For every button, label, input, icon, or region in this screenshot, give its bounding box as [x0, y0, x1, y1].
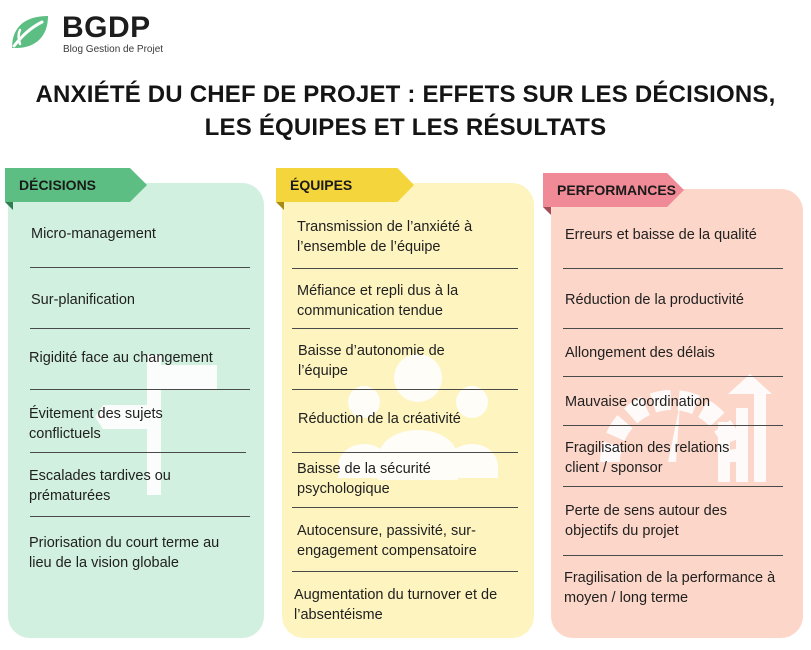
title-line-1: ANXIÉTÉ DU CHEF DE PROJET : EFFETS SUR L…: [35, 81, 776, 108]
performances-item-2: Réduction de la productivité: [565, 292, 744, 308]
title-line-2: LES ÉQUIPES ET LES RÉSULTATS: [204, 114, 607, 141]
decisions-item-1: Micro-management: [31, 226, 156, 242]
brand-logo: BGDP Blog Gestion de Projet: [8, 10, 208, 56]
equipes-divider: [292, 328, 518, 329]
decisions-divider: [30, 328, 250, 329]
equipes-divider: [292, 389, 518, 390]
performances-divider: [563, 555, 783, 556]
brand-name: BGDP: [62, 11, 151, 44]
performances-tab-fold: [543, 207, 551, 215]
performances-divider: [563, 376, 783, 377]
leaf-logo-icon: [12, 16, 48, 48]
performance-gauge-icon: [600, 374, 772, 482]
equipes-divider: [292, 571, 518, 572]
decisions-item-3: Rigidité face au changement: [29, 350, 213, 366]
equipes-item-6: Autocensure, passivité, sur-engagement c…: [297, 523, 477, 559]
decisions-divider: [30, 389, 250, 390]
decisions-item-6: Priorisation du court terme au lieu de l…: [29, 535, 220, 571]
decisions-item-5: Escalades tardives ou prématurées: [29, 468, 171, 504]
performances-item-5: Fragilisation des relations client / spo…: [565, 440, 730, 476]
equipes-item-7: Augmentation du turnover et de l’absenté…: [294, 587, 498, 623]
equipes-item-5: Baisse de la sécurité psychologique: [297, 461, 431, 497]
decisions-divider: [30, 516, 250, 517]
decisions-tab: DÉCISIONS: [5, 168, 147, 202]
equipes-item-4: Réduction de la créativité: [298, 411, 461, 427]
team-icon: [338, 354, 498, 480]
equipes-tab-fold: [276, 202, 284, 210]
performances-item-4: Mauvaise coordination: [565, 394, 711, 410]
equipes-item-2: Méfiance et repli dus à la communication…: [297, 283, 459, 319]
performances-divider: [563, 486, 783, 487]
performances-divider: [563, 425, 783, 426]
equipes-item-3: Baisse d’autonomie de l’équipe: [298, 343, 445, 379]
equipes-divider: [292, 507, 518, 508]
performances-tab: PERFORMANCES: [543, 173, 684, 207]
decisions-divider: [30, 267, 250, 268]
brand-tagline: Blog Gestion de Projet: [63, 44, 164, 55]
performances-item-6: Perte de sens autour des objectifs du pr…: [565, 503, 728, 539]
equipes-panel: [282, 183, 534, 638]
performances-item-7: Fragilisation de la performance à moyen …: [564, 570, 776, 606]
decisions-item-4: Évitement des sujets conflictuels: [29, 406, 163, 442]
signpost-icon: [95, 355, 217, 495]
performances-item-3: Allongement des délais: [565, 345, 715, 361]
equipes-divider: [292, 268, 518, 269]
performances-divider: [563, 328, 783, 329]
equipes-divider: [292, 452, 518, 453]
equipes-tab: ÉQUIPES: [276, 168, 414, 202]
decisions-divider: [30, 452, 246, 453]
performances-item-1: Erreurs et baisse de la qualité: [565, 227, 757, 243]
decisions-tab-fold: [5, 202, 13, 210]
page-title: ANXIÉTÉ DU CHEF DE PROJET : EFFETS SUR L…: [0, 78, 811, 144]
performances-divider: [563, 268, 783, 269]
equipes-item-1: Transmission de l’anxiété à l’ensemble d…: [297, 219, 473, 255]
decisions-item-2: Sur-planification: [31, 292, 135, 308]
